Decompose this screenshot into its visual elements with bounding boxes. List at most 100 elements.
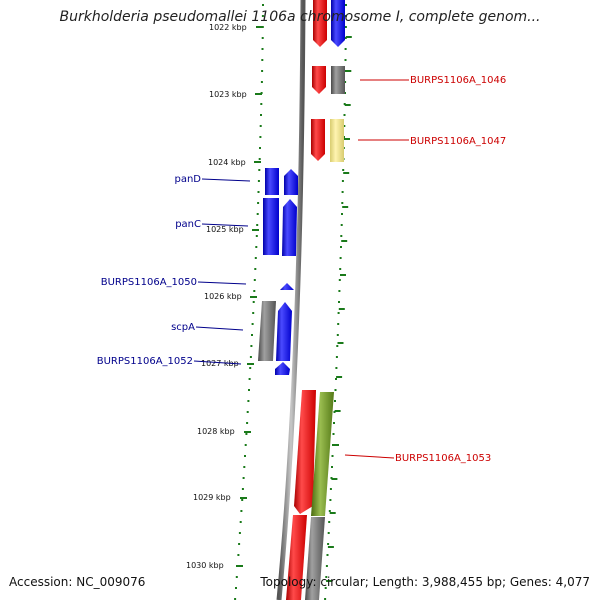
dot bbox=[249, 367, 252, 369]
gene-blue[interactable] bbox=[263, 198, 279, 255]
tick-label: 1028 kbp bbox=[197, 427, 235, 436]
dot bbox=[342, 169, 345, 171]
tick-label: 1025 kbp bbox=[206, 225, 244, 234]
dot bbox=[338, 279, 341, 281]
dot bbox=[328, 521, 331, 523]
dot bbox=[332, 433, 335, 435]
dot bbox=[324, 598, 327, 600]
gene-pale-yellow[interactable] bbox=[330, 119, 344, 162]
dot bbox=[325, 576, 328, 578]
dot bbox=[258, 158, 261, 160]
tick-label: 1030 kbp bbox=[186, 561, 224, 570]
gene-label-burps1106a-1053[interactable]: BURPS1106A_1053 bbox=[395, 453, 491, 464]
dot bbox=[337, 312, 340, 314]
dot bbox=[341, 202, 344, 204]
dot bbox=[235, 587, 237, 589]
reverse-strand-genes[interactable] bbox=[286, 0, 345, 600]
minor-tick bbox=[336, 376, 343, 378]
dot bbox=[343, 125, 346, 127]
dot bbox=[341, 191, 344, 193]
dot bbox=[327, 532, 330, 534]
dot bbox=[340, 224, 343, 226]
dot bbox=[260, 103, 263, 105]
gene-gray[interactable] bbox=[258, 301, 276, 361]
dot bbox=[338, 301, 340, 303]
dot bbox=[240, 510, 243, 512]
dot bbox=[243, 466, 246, 468]
dot bbox=[258, 169, 261, 171]
gene-label-burps1106a-1052[interactable]: BURPS1106A_1052 bbox=[97, 356, 193, 367]
minor-tick bbox=[344, 104, 351, 106]
dot bbox=[331, 466, 333, 468]
dot bbox=[341, 213, 343, 215]
dot bbox=[261, 37, 264, 39]
minor-tick bbox=[334, 410, 341, 412]
gene-label-pand[interactable]: panD bbox=[174, 174, 201, 185]
dot bbox=[324, 587, 327, 589]
dot bbox=[257, 180, 260, 182]
gene-blue[interactable] bbox=[284, 169, 298, 195]
minor-tick bbox=[344, 138, 350, 140]
dot bbox=[241, 499, 244, 501]
gene-label-burps1106a-1047[interactable]: BURPS1106A_1047 bbox=[410, 136, 506, 147]
dot bbox=[337, 323, 340, 325]
dot bbox=[254, 257, 257, 259]
gene-label-panc[interactable]: panC bbox=[175, 219, 201, 230]
dot bbox=[255, 235, 258, 237]
gene-label-burps1106a-1050[interactable]: BURPS1106A_1050 bbox=[101, 277, 197, 288]
dot bbox=[344, 81, 347, 83]
tick-label: 1029 kbp bbox=[193, 493, 231, 502]
tick-label: 1027 kbp bbox=[201, 359, 239, 368]
gene-olive[interactable] bbox=[311, 392, 334, 516]
gene-label-scpa[interactable]: scpA bbox=[171, 322, 195, 333]
gene-gray[interactable] bbox=[305, 517, 325, 600]
minor-tick bbox=[333, 444, 339, 446]
dot bbox=[252, 312, 255, 314]
dot bbox=[328, 510, 331, 512]
dot bbox=[260, 81, 263, 83]
gene-blue[interactable] bbox=[282, 199, 297, 256]
dot bbox=[241, 488, 244, 490]
gene-red[interactable] bbox=[312, 66, 326, 94]
dot bbox=[257, 191, 260, 193]
minor-tick bbox=[343, 172, 350, 174]
dot bbox=[242, 477, 245, 479]
gene-label-burps1106a-1046[interactable]: BURPS1106A_1046 bbox=[410, 75, 506, 86]
minor-tick bbox=[337, 342, 344, 344]
dot bbox=[245, 433, 248, 435]
gene-blue[interactable] bbox=[276, 302, 292, 361]
callout-lines bbox=[193, 79, 409, 459]
dot bbox=[345, 4, 347, 6]
dot bbox=[344, 26, 347, 28]
gene-red[interactable] bbox=[294, 390, 316, 514]
dot bbox=[344, 48, 347, 50]
dot bbox=[329, 499, 332, 501]
accession-text: Accession: NC_009076 bbox=[9, 575, 146, 589]
genome-backbone bbox=[276, 0, 306, 600]
gene-blue[interactable] bbox=[265, 168, 279, 195]
gene-blue[interactable] bbox=[280, 283, 294, 290]
gene-blue[interactable] bbox=[275, 362, 290, 375]
dot bbox=[344, 59, 347, 61]
gene-blue[interactable] bbox=[331, 0, 345, 47]
dot bbox=[257, 202, 260, 204]
forward-strand-genes[interactable] bbox=[258, 168, 298, 375]
dot bbox=[334, 400, 336, 402]
gene-red[interactable] bbox=[311, 119, 325, 161]
dot bbox=[259, 147, 261, 149]
tick-label: 1023 kbp bbox=[209, 90, 247, 99]
dot bbox=[338, 290, 341, 292]
gene-red[interactable] bbox=[286, 515, 307, 600]
genome-stats-text: Topology: circular; Length: 3,988,455 bp… bbox=[260, 575, 590, 589]
dot bbox=[261, 70, 264, 72]
gene-red[interactable] bbox=[313, 0, 327, 47]
minor-tick bbox=[345, 36, 352, 38]
dot bbox=[256, 213, 259, 215]
dot bbox=[335, 356, 338, 358]
dot bbox=[260, 114, 262, 116]
dot bbox=[235, 576, 238, 578]
gene-gray[interactable] bbox=[331, 66, 345, 94]
dot bbox=[252, 301, 255, 303]
minor-tick bbox=[329, 512, 336, 514]
